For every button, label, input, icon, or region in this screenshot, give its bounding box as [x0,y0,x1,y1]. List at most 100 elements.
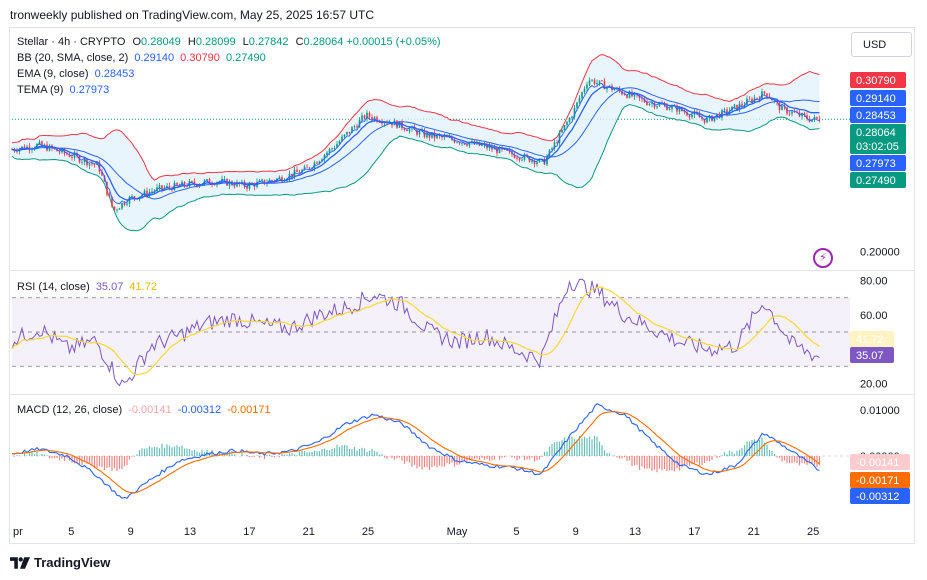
candle-body [706,118,708,123]
candle-body [23,146,26,150]
candle-body [671,105,673,109]
open-value: 0.28049 [141,36,181,48]
candle-body [796,112,798,114]
candle-body [61,149,63,153]
candle-body [726,109,728,114]
candle-body [733,104,736,107]
candle-body [788,113,791,115]
currency-button[interactable]: USD [851,32,912,57]
candle-body [711,115,713,122]
candle-body [553,142,556,149]
rsi-badge-label: 41.72 [856,334,884,346]
price-badge-label: 03:02:05 [856,141,899,153]
tema-label[interactable]: TEMA (9) [17,84,64,96]
candle-body [493,147,496,150]
pane-divider-rsi[interactable] [10,270,914,271]
candle-body [113,206,116,210]
candle-body [41,141,43,146]
time-axis-label: 5 [68,526,74,538]
candle-body [736,104,738,110]
macd-label[interactable]: MACD (12, 26, close) [17,404,123,416]
bb-lower-line [11,103,820,232]
candle-body [306,166,308,168]
candle-body [83,159,86,162]
candle-body [693,112,696,115]
price-badge-label: 0.27973 [856,158,896,170]
bb-band-fill [12,54,820,231]
candle-body [263,179,266,184]
candle-body [691,114,693,118]
candle-body [556,142,558,144]
footer: TradingView [10,555,110,570]
candle-body [443,136,446,138]
rsi-ma-line [11,286,820,376]
chart-frame [9,27,915,544]
macd-line [11,403,820,499]
price-badge-label: 0.28453 [856,110,896,122]
candle-body [626,95,628,98]
candle-body [601,80,603,82]
time-axis-label: 9 [573,526,579,538]
candle-body [458,142,461,144]
candle-body [523,154,526,160]
candle-body [58,151,61,153]
candle-body [806,115,808,120]
candle-body [481,145,483,146]
rsi-badge [850,347,894,363]
time-axis-label: 25 [362,526,374,538]
ema-value: 0.28453 [94,68,135,80]
open-key: O [132,36,142,48]
candle-body [748,98,751,100]
candle-body [151,191,153,193]
candle-body [756,97,758,99]
candle-body [561,130,563,133]
candle-body [73,153,76,158]
price-badge-label: 0.28064 [856,127,896,139]
macd-badge [850,472,910,488]
candle-body [513,154,516,158]
candle-body [81,161,83,163]
time-axis-label: 17 [688,526,700,538]
candle-body [318,161,321,164]
candle-body [676,105,678,112]
ema-label[interactable]: EMA (9, close) [17,68,89,80]
candle-body [351,127,353,133]
candle-body [223,178,226,180]
rsi-ma-value: 41.72 [129,281,157,293]
candle-body [566,122,568,126]
rsi-tick-label: 20.00 [860,378,888,390]
pane-divider-macd[interactable] [10,394,914,395]
candle-body [291,173,293,177]
candle-body [233,185,236,187]
macd-hist-value: -0.00141 [128,404,172,416]
symbol-label[interactable]: Stellar · 4h · CRYPTO [17,36,126,48]
lightning-icon[interactable]: ⚡ [813,248,833,268]
candle-body [453,139,456,143]
candle-body [606,86,608,90]
candle-body [793,111,796,113]
ema-line [11,86,820,201]
low-key: L [242,36,249,48]
candle-body [583,88,586,93]
candle-body [703,118,706,123]
time-axis-label: 17 [243,526,255,538]
main-legend: Stellar · 4h · CRYPTO O0.28049 H0.28099 … [17,34,441,98]
candle-body [408,128,411,132]
time-axis-label: 21 [748,526,760,538]
candle-body [573,107,576,117]
bb-label[interactable]: BB (20, SMA, close, 2) [17,52,129,64]
candle-body [28,146,31,150]
candle-body [188,181,191,187]
candle-body [183,181,186,186]
candle-body [476,141,478,145]
candle-body [236,182,238,187]
candle-body [281,177,283,182]
candle-body [363,115,366,119]
rsi-label[interactable]: RSI (14, close) [17,281,90,293]
candle-body [198,184,201,187]
candle-body [271,180,273,181]
candle-body [338,141,341,145]
candle-body [683,110,686,113]
candle-body [431,132,433,138]
